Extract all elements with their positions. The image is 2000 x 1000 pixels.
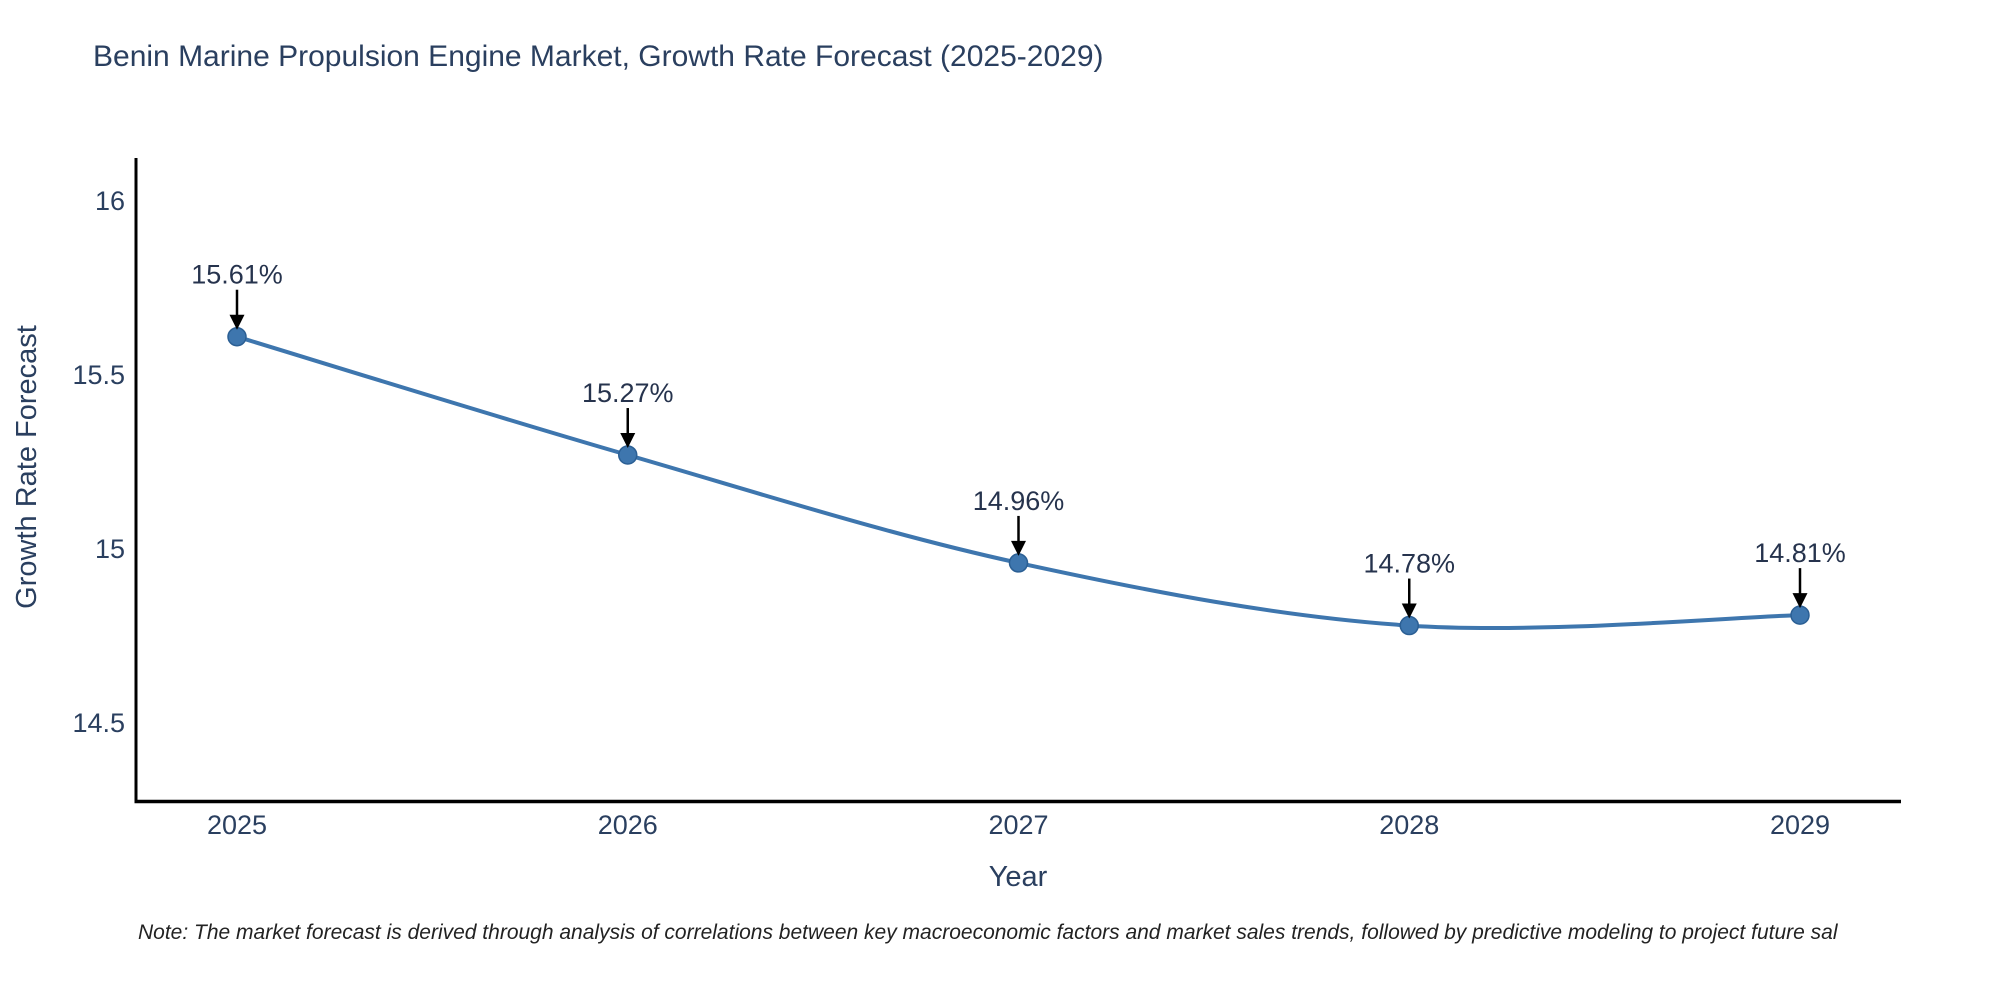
y-tick-label: 15.5 (72, 360, 125, 390)
chart-title: Benin Marine Propulsion Engine Market, G… (93, 40, 1104, 73)
data-point-marker[interactable] (227, 326, 247, 347)
data-point-marker[interactable] (1008, 553, 1029, 573)
annotation-arrowhead-icon (1401, 603, 1417, 619)
x-tick-label: 2028 (1379, 810, 1439, 840)
annotation-arrowhead-icon (229, 314, 245, 330)
data-point-marker[interactable] (1399, 615, 1419, 636)
y-tick-label: 14.5 (72, 708, 125, 738)
data-point-label: 15.27% (582, 378, 674, 408)
annotation-arrowhead-icon (1011, 540, 1026, 556)
x-tick-label: 2027 (988, 810, 1048, 840)
y-tick-label: 16 (95, 186, 125, 216)
footnote: Note: The market forecast is derived thr… (138, 921, 1838, 944)
annotation-arrowhead-icon (1792, 593, 1808, 609)
y-tick-label: 15 (95, 534, 125, 564)
data-point-marker[interactable] (1790, 605, 1810, 625)
data-point-label: 14.78% (1363, 549, 1455, 579)
data-point-label: 14.96% (973, 486, 1065, 516)
x-axis-title: Year (989, 861, 1048, 893)
x-tick-label: 2026 (598, 810, 658, 840)
x-tick-label: 2029 (1770, 810, 1830, 840)
annotation-arrowhead-icon (620, 433, 636, 449)
data-point-marker[interactable] (618, 445, 638, 465)
forecast-line (235, 334, 1802, 631)
data-point-label: 14.81% (1754, 538, 1846, 568)
y-axis-title: Growth Rate Forecast (11, 325, 43, 609)
data-point-label: 15.61% (191, 260, 283, 290)
x-tick-label: 2025 (207, 810, 267, 840)
